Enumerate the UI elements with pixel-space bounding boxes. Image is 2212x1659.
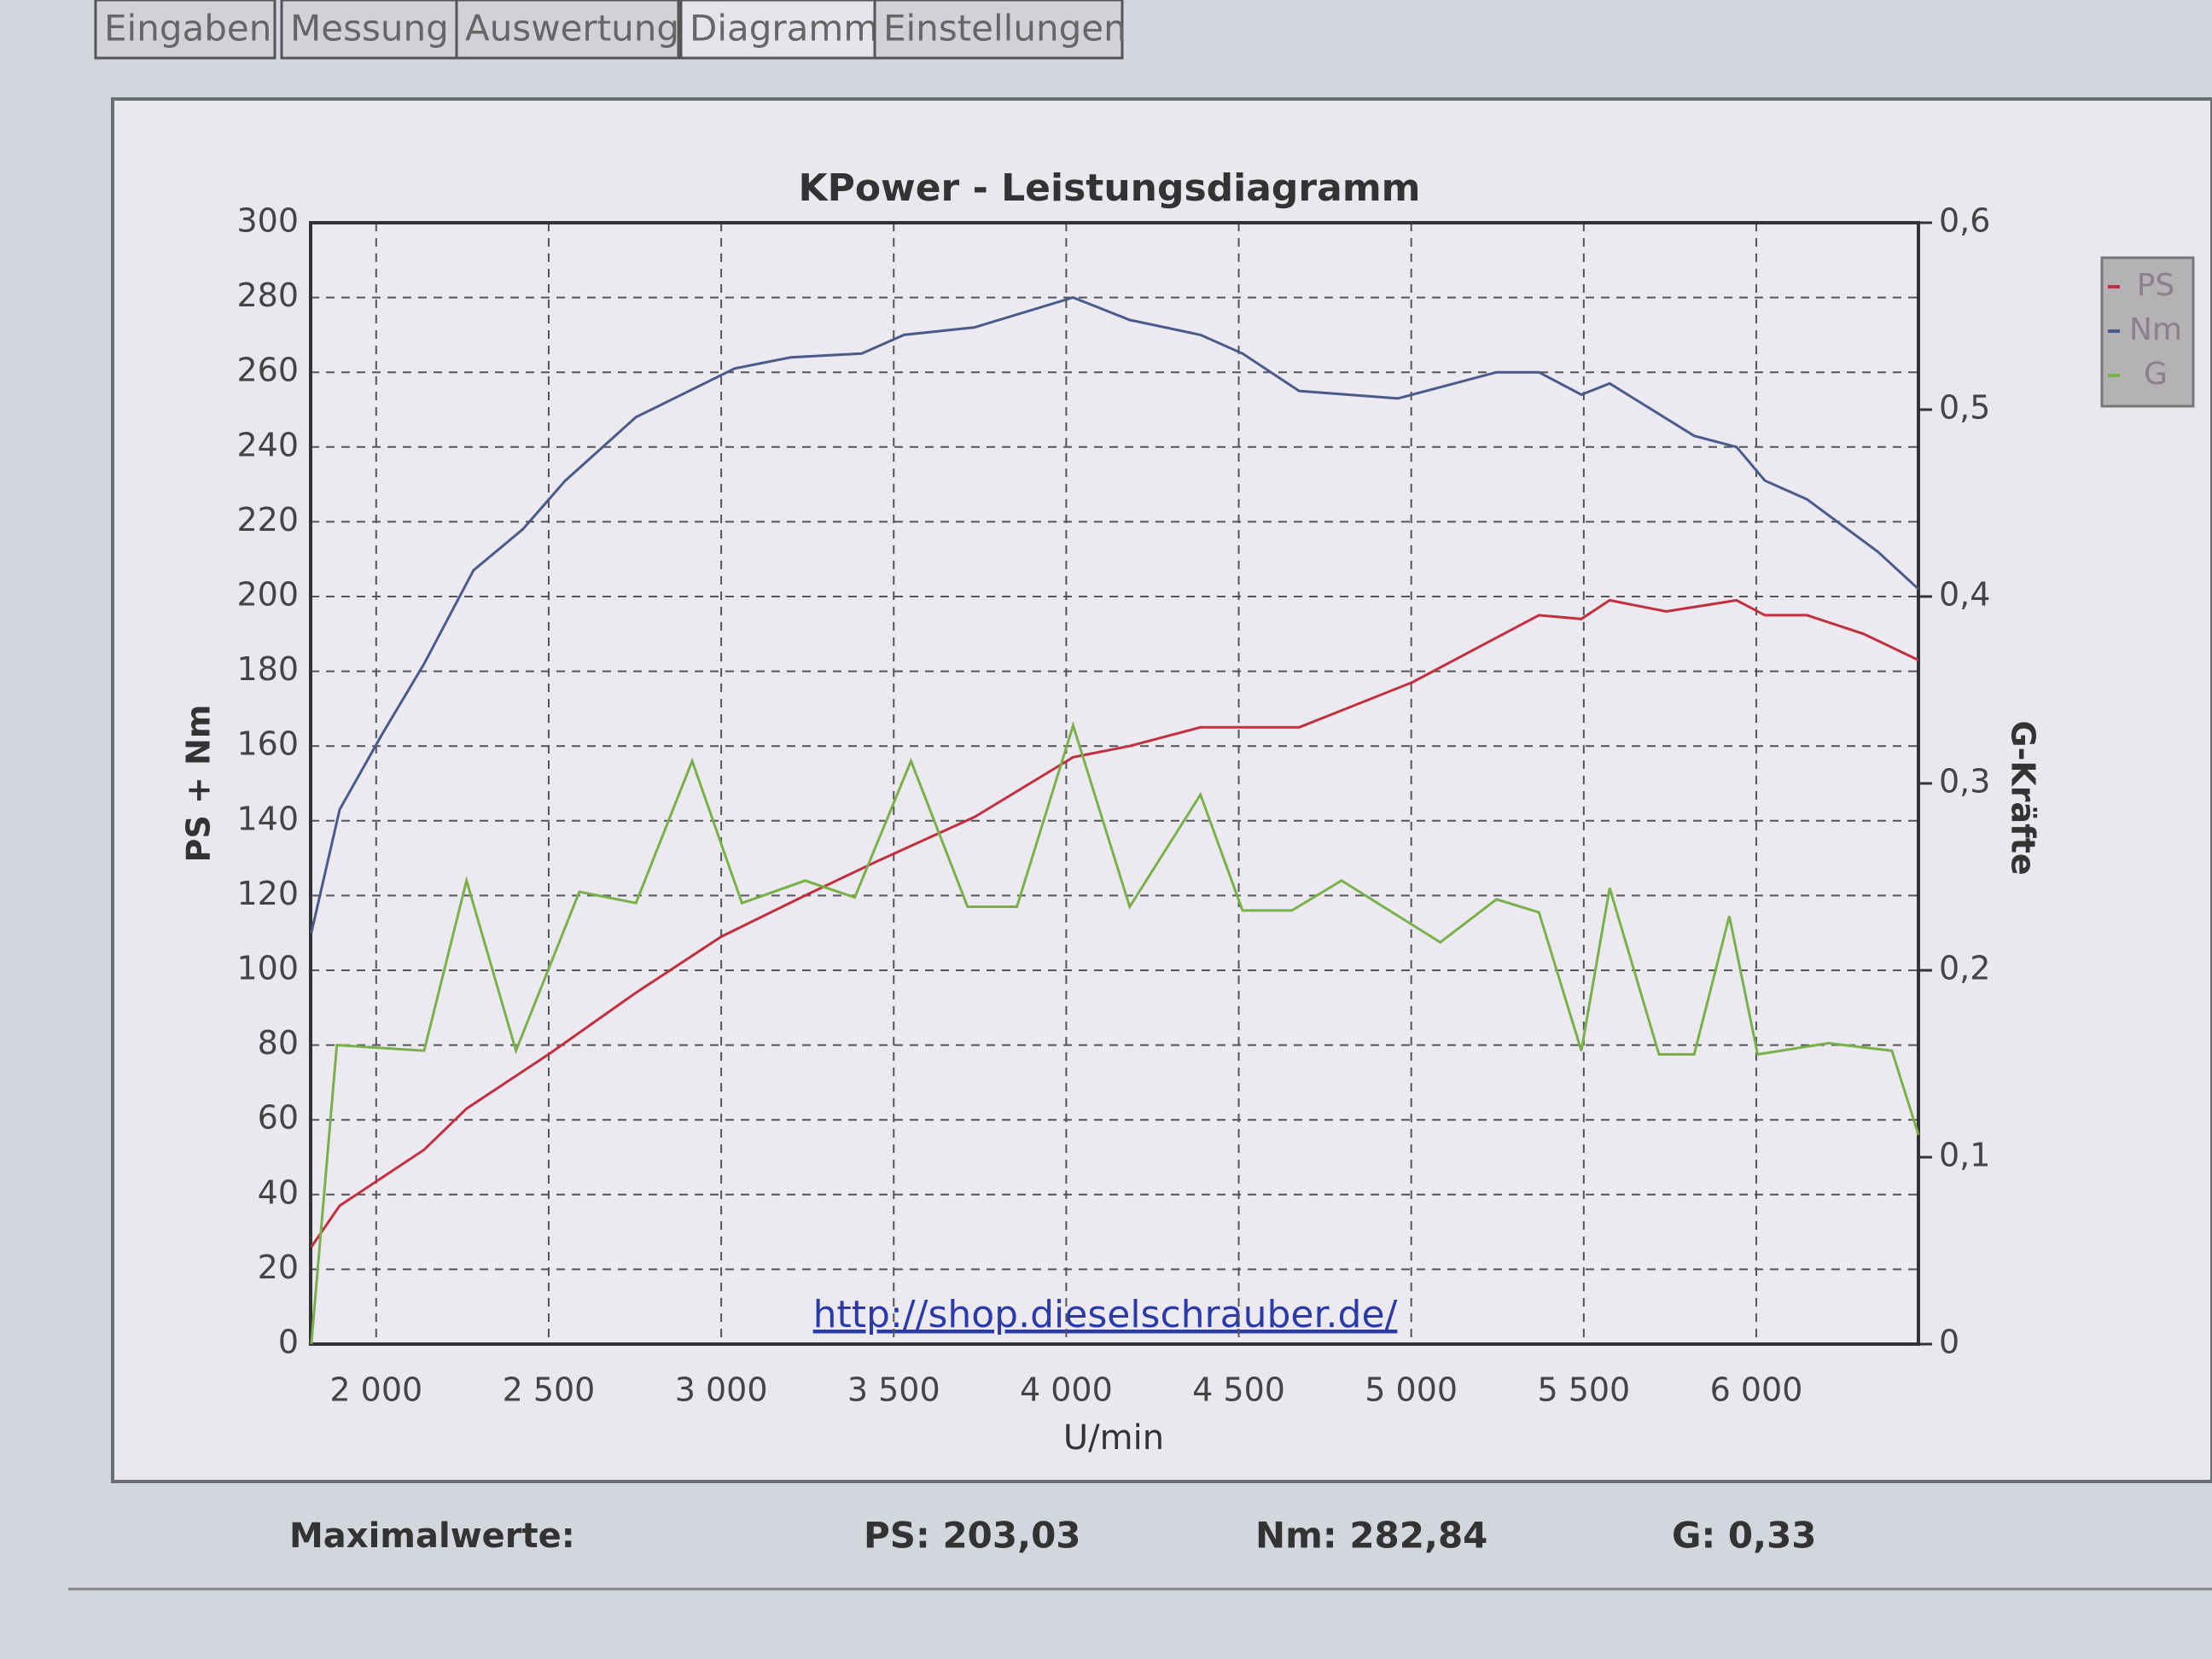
url-link[interactable]: http://shop.dieselschrauber.de/ [813,1293,1398,1336]
tab[interactable] [873,0,1124,60]
tab[interactable] [94,0,276,60]
legend-label: Nm [2129,312,2182,347]
tab-label[interactable]: Diagramm [690,8,878,49]
y-tick-label: 40 [258,1173,299,1211]
x-axis-label: U/min [1063,1418,1164,1458]
legend-label: PS [2137,268,2175,303]
x-tick-label: 2 000 [329,1371,422,1409]
data-line [310,721,1920,1345]
y-tick-label: 160 [236,725,299,763]
y2-tick-label: 0 [1939,1324,1959,1361]
y-tick-label: 240 [236,426,299,463]
x-tick-label: 4 000 [1020,1371,1113,1409]
y2-axis-label: G-Kräfte [2005,720,2042,875]
x-tick-label: 3 000 [675,1371,768,1409]
y2-tick-label: 0,3 [1939,763,1990,800]
y-tick-label: 220 [236,501,299,538]
tab[interactable] [679,0,879,60]
data-line [310,598,1919,1248]
summary-label: Maximalwerte: [289,1516,575,1556]
x-tick-label: 6 000 [1710,1371,1803,1409]
y-tick-label: 100 [236,950,299,987]
x-tick-label: 5 000 [1365,1371,1458,1409]
y2-tick-label: 0,2 [1939,950,1990,987]
y2-tick-label: 0,4 [1939,576,1990,614]
summary-value: Nm: 282,84 [1255,1515,1487,1557]
y-tick-label: 260 [236,352,299,389]
plot-frame [309,221,1920,1346]
y-tick-label: 140 [236,800,299,837]
x-tick-label: 4 500 [1192,1371,1285,1409]
tab[interactable] [280,0,463,60]
tab[interactable] [455,0,680,60]
y-tick-label: 120 [236,875,299,912]
tab-label[interactable]: Einstellungen [883,8,1126,49]
y-tick-label: 280 [236,276,299,314]
y-axis-label: PS + Nm [180,705,218,863]
y2-tick-label: 0,5 [1939,389,1990,427]
tab-label[interactable]: Eingaben [104,8,271,49]
tab-label[interactable]: Messung [290,8,449,49]
y2-tick-label: 0,1 [1939,1137,1990,1174]
x-tick-label: 3 500 [847,1371,940,1409]
tab-label[interactable]: Auswertung [465,8,679,49]
summary-value: PS: 203,03 [864,1515,1081,1557]
y2-tick-label: 0,6 [1939,202,1990,240]
y-tick-label: 80 [258,1024,299,1062]
summary-value: G: 0,33 [1672,1515,1817,1557]
x-tick-label: 5 500 [1537,1371,1630,1409]
legend-label: G [2144,357,2168,392]
y-tick-label: 20 [258,1249,299,1286]
y-tick-label: 300 [236,202,299,240]
y-tick-label: 200 [236,576,299,614]
chart-title: KPower - Leistungsdiagramm [798,166,1420,210]
data-line [310,296,1920,934]
y-tick-label: 60 [258,1099,299,1137]
plot-area [311,223,1918,1344]
y-tick-label: 180 [236,650,299,688]
y-tick-label: 0 [278,1324,299,1361]
x-tick-label: 2 500 [503,1371,596,1409]
